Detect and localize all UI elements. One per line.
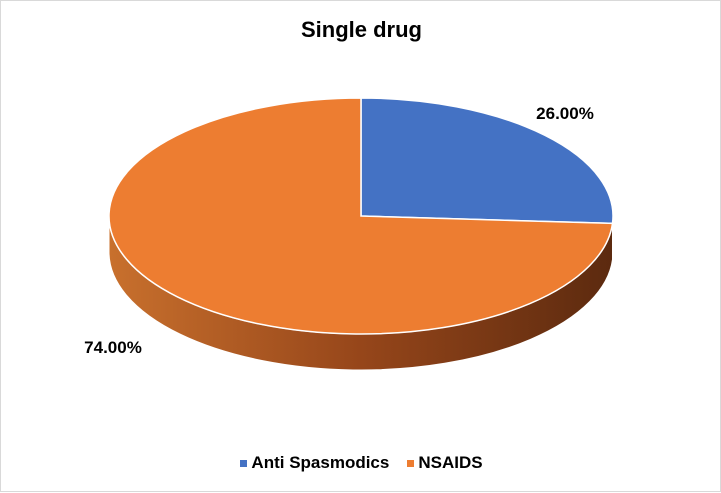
chart-legend: Anti Spasmodics NSAIDS <box>1 453 721 473</box>
legend-swatch-orange <box>407 460 414 467</box>
data-label-nsaids: 74.00% <box>84 338 142 357</box>
legend-swatch-blue <box>240 460 247 467</box>
legend-label: NSAIDS <box>418 453 482 473</box>
data-label-anti-spasmodics: 26.00% <box>536 104 594 123</box>
legend-item-anti-spasmodics: Anti Spasmodics <box>240 453 389 473</box>
legend-item-nsaids: NSAIDS <box>407 453 482 473</box>
legend-label: Anti Spasmodics <box>251 453 389 473</box>
